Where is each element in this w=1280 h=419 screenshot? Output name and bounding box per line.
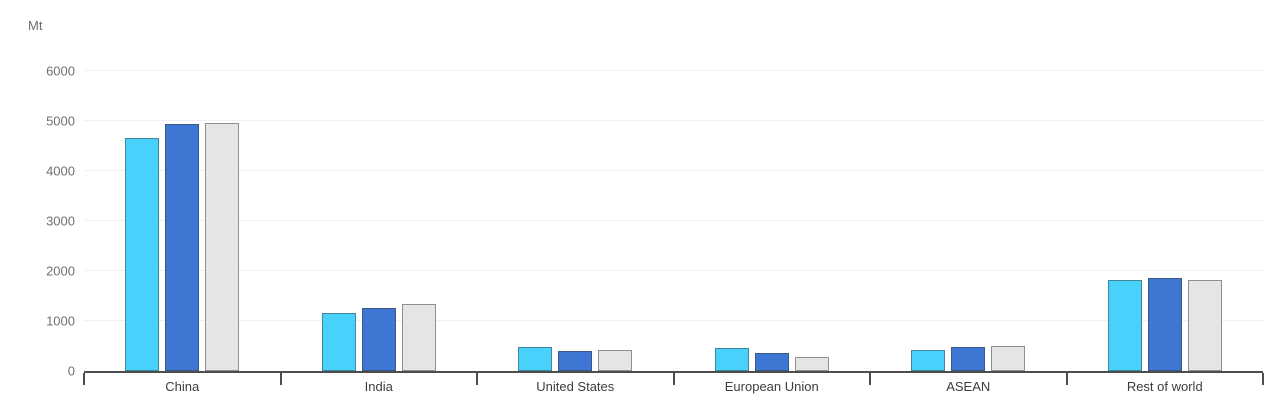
gridline-6000 xyxy=(84,70,1263,71)
bar-european-union-series-2-blue[interactable] xyxy=(754,352,789,371)
bar-european-union-series-3-grey[interactable] xyxy=(794,356,829,371)
y-axis-tick-label: 6000 xyxy=(46,63,75,79)
bar-rest-of-world-series-1-light-blue[interactable] xyxy=(1107,280,1142,371)
gridline-4000 xyxy=(84,170,1263,171)
x-axis-tick xyxy=(1065,373,1068,385)
bar-china-series-1-light-blue[interactable] xyxy=(125,138,160,371)
bar-group-united-states xyxy=(518,71,633,371)
y-axis-tick-label: 1000 xyxy=(46,313,75,329)
x-axis: China India United States European Union ASE… xyxy=(84,379,1263,399)
y-axis-tick-label: 0 xyxy=(67,363,75,379)
bar-china-series-2-blue[interactable] xyxy=(165,124,200,371)
bar-united-states-series-3-grey[interactable] xyxy=(598,350,633,371)
x-axis-tick xyxy=(1262,373,1264,385)
bar-india-series-2-blue[interactable] xyxy=(361,308,396,371)
gridline-3000 xyxy=(84,220,1263,221)
x-axis-line xyxy=(84,371,1263,373)
bar-group-european-union xyxy=(714,71,829,371)
y-axis: 0 1000 2000 3000 4000 5000 6000 xyxy=(0,65,75,378)
bar-european-union-series-1-light-blue[interactable] xyxy=(714,347,749,371)
x-axis-category-label-rest-of-world: Rest of world xyxy=(1126,379,1203,394)
bar-united-states-series-2-blue[interactable] xyxy=(558,350,593,371)
gridline-5000 xyxy=(84,120,1263,121)
x-axis-category-label-china: China xyxy=(165,379,200,394)
x-axis-category-label-asean: ASEAN xyxy=(946,379,991,394)
x-axis-tick xyxy=(279,373,282,385)
gridline-2000 xyxy=(84,270,1263,271)
x-axis-category-label-india: India xyxy=(364,379,393,394)
y-axis-tick-label: 5000 xyxy=(46,113,75,129)
bar-india-series-1-light-blue[interactable] xyxy=(321,313,356,371)
bar-asean-series-2-blue[interactable] xyxy=(951,347,986,371)
bar-asean-series-1-light-blue[interactable] xyxy=(911,349,946,371)
bar-group-china xyxy=(125,71,240,371)
y-axis-tick-label: 3000 xyxy=(46,213,75,229)
x-axis-category-label-united-states: United States xyxy=(536,379,615,394)
x-axis-category-label-european-union: European Union xyxy=(724,379,819,394)
x-axis-tick xyxy=(83,373,85,385)
bar-india-series-3-grey[interactable] xyxy=(401,303,436,371)
bar-rest-of-world-series-2-blue[interactable] xyxy=(1147,278,1182,371)
bar-china-series-3-grey[interactable] xyxy=(205,123,240,371)
bar-group-india xyxy=(321,71,436,371)
x-axis-tick xyxy=(476,373,478,385)
bar-group-rest-of-world xyxy=(1107,71,1222,371)
bar-united-states-series-1-light-blue[interactable] xyxy=(518,346,553,371)
plot-area xyxy=(83,70,1264,385)
gridline-1000 xyxy=(84,320,1263,321)
x-axis-tick xyxy=(869,373,871,385)
bar-group-asean xyxy=(911,71,1026,371)
y-axis-unit-label: Mt xyxy=(28,18,43,33)
y-axis-tick-label: 4000 xyxy=(46,163,75,179)
bar-asean-series-3-grey[interactable] xyxy=(991,346,1026,371)
y-axis-tick-label: 2000 xyxy=(46,263,75,279)
x-axis-tick xyxy=(672,373,675,385)
bar-rest-of-world-series-3-grey[interactable] xyxy=(1187,280,1222,371)
